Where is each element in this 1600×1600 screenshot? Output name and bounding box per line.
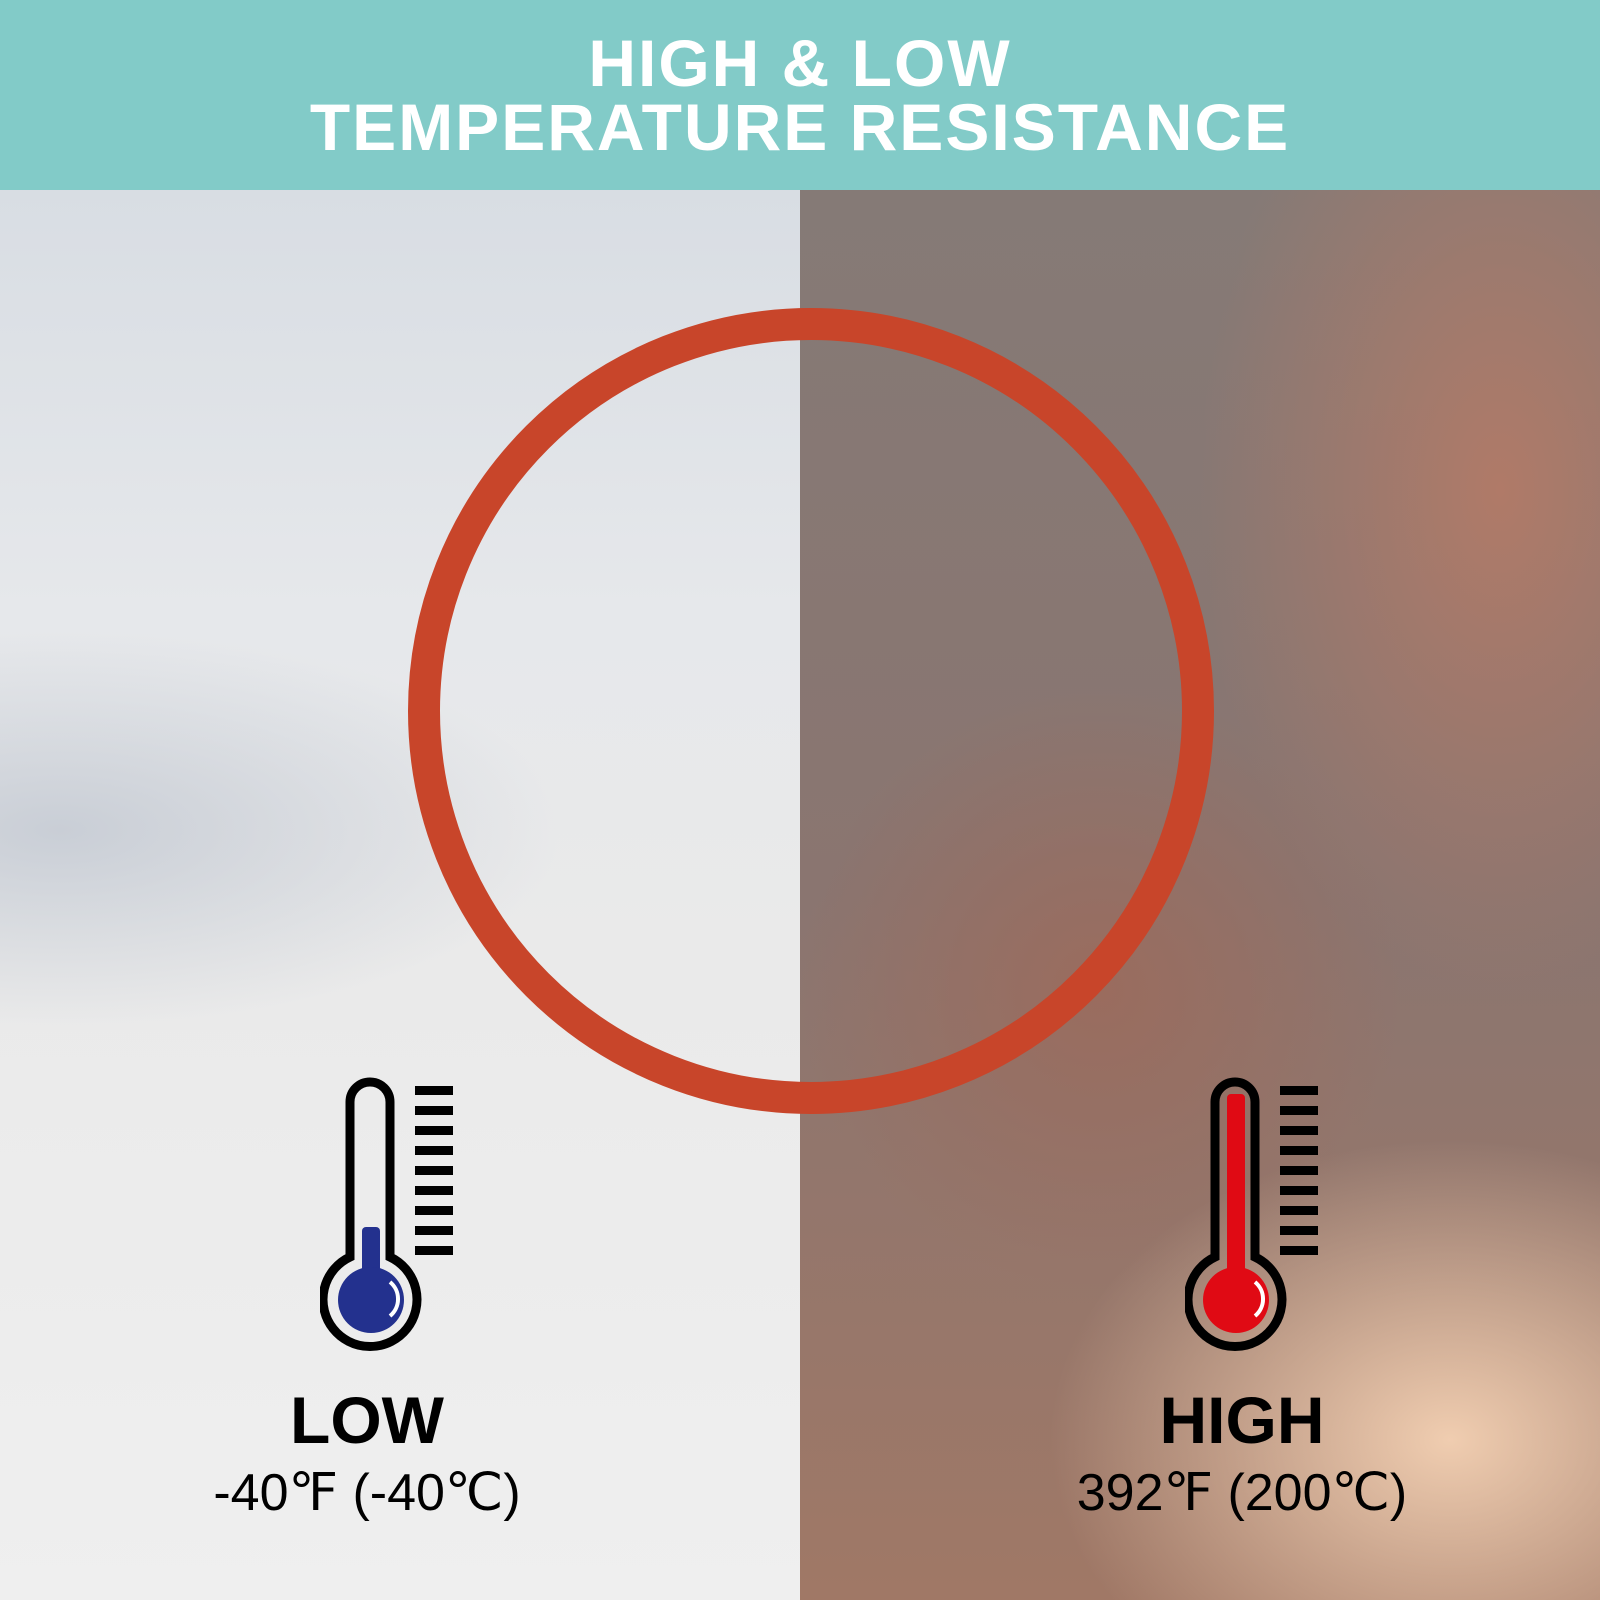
low-temperature: -40℉ (-40℃) [213, 1464, 521, 1522]
low-label-group: LOW -40℉ (-40℃) [167, 1385, 567, 1523]
o-ring-image [408, 308, 1214, 1114]
title-banner: HIGH & LOW TEMPERATURE RESISTANCE [0, 0, 1600, 190]
high-label: HIGH [1159, 1383, 1325, 1457]
thermometer-hot-icon [1185, 1077, 1318, 1351]
title-line-2: TEMPERATURE RESISTANCE [309, 90, 1291, 164]
high-label-group: HIGH 392℉ (200℃) [1042, 1385, 1442, 1523]
low-label: LOW [290, 1383, 444, 1457]
thermometer-cold-icon [320, 1077, 453, 1351]
high-temperature: 392℉ (200℃) [1076, 1464, 1408, 1522]
title-line-1: HIGH & LOW [588, 26, 1012, 100]
